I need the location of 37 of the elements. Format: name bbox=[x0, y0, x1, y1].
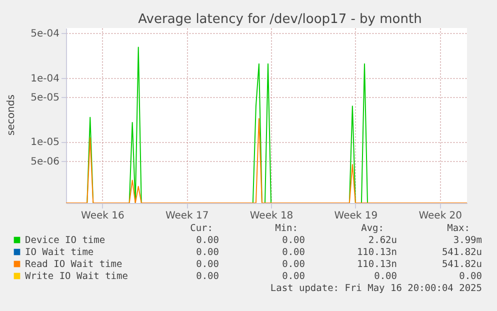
y-tick-label: 5e-04 bbox=[30, 28, 60, 40]
x-tick-label: Week 19 bbox=[334, 210, 378, 222]
legend-label: Read IO Wait time bbox=[25, 259, 123, 270]
text: 110.13n bbox=[356, 247, 397, 258]
text: 0.00 bbox=[282, 259, 306, 270]
text: 0.00 bbox=[196, 235, 220, 246]
y-axis-title: seconds bbox=[6, 94, 17, 136]
y-tick-label: 5e-05 bbox=[30, 92, 60, 104]
text: Last update: Fri May 16 20:00:04 2025 bbox=[270, 283, 482, 294]
text: Avg: bbox=[361, 223, 384, 234]
legend-label: IO Wait time bbox=[25, 247, 94, 258]
y-tick-label: 1e-04 bbox=[30, 73, 60, 84]
x-tick-label: Week 16 bbox=[81, 210, 124, 222]
text: Max: bbox=[447, 223, 470, 234]
text: 2.62u bbox=[368, 235, 397, 246]
x-tick-label: Week 20 bbox=[418, 210, 462, 222]
text: Min: bbox=[275, 223, 298, 234]
text: 0.00 bbox=[196, 271, 220, 282]
y-tick-label: 5e-06 bbox=[30, 156, 60, 168]
y-tick-label: 1e-05 bbox=[30, 137, 60, 148]
legend-label: Device IO time bbox=[25, 235, 106, 246]
text: 0.00 bbox=[282, 235, 306, 246]
legend-label: Write IO Wait time bbox=[25, 271, 128, 282]
text: 0.00 bbox=[196, 259, 220, 270]
text: 0.00 bbox=[282, 247, 306, 258]
text: Cur: bbox=[190, 223, 213, 234]
text: 0.00 bbox=[196, 247, 220, 258]
x-tick-label: Week 17 bbox=[165, 210, 209, 222]
text: 0.00 bbox=[282, 271, 306, 282]
text: 3.99m bbox=[453, 235, 482, 246]
text: 0.00 bbox=[459, 271, 482, 282]
chart-title: Average latency for /dev/loop17 - by month bbox=[138, 12, 422, 27]
text: 0.00 bbox=[374, 271, 398, 282]
x-tick-label: Week 18 bbox=[250, 210, 294, 222]
text: 110.13n bbox=[356, 259, 397, 270]
text: 541.82u bbox=[442, 259, 482, 270]
text: 541.82u bbox=[442, 247, 482, 258]
